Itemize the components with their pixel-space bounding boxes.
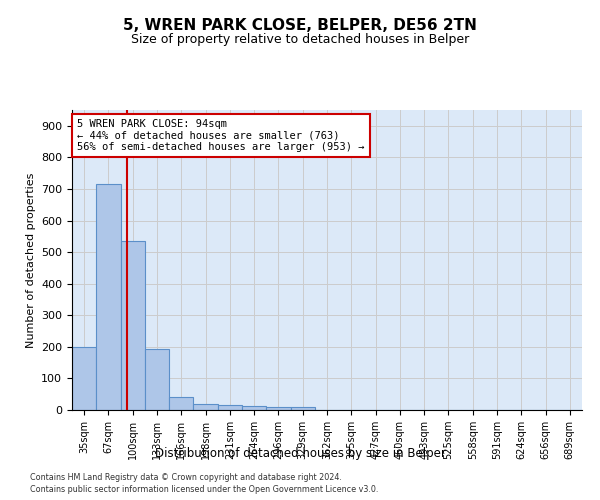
Bar [218, 406, 242, 410]
Bar [290, 408, 315, 410]
Bar [169, 396, 193, 410]
Bar [121, 241, 145, 410]
Bar [96, 184, 121, 410]
Bar [145, 349, 169, 410]
Text: Distribution of detached houses by size in Belper: Distribution of detached houses by size … [155, 448, 445, 460]
Bar [266, 407, 290, 410]
Text: Size of property relative to detached houses in Belper: Size of property relative to detached ho… [131, 32, 469, 46]
Bar [72, 347, 96, 410]
Y-axis label: Number of detached properties: Number of detached properties [26, 172, 35, 348]
Bar [242, 406, 266, 410]
Text: 5 WREN PARK CLOSE: 94sqm
← 44% of detached houses are smaller (763)
56% of semi-: 5 WREN PARK CLOSE: 94sqm ← 44% of detach… [77, 119, 365, 152]
Text: Contains public sector information licensed under the Open Government Licence v3: Contains public sector information licen… [30, 485, 379, 494]
Text: Contains HM Land Registry data © Crown copyright and database right 2024.: Contains HM Land Registry data © Crown c… [30, 472, 342, 482]
Text: 5, WREN PARK CLOSE, BELPER, DE56 2TN: 5, WREN PARK CLOSE, BELPER, DE56 2TN [123, 18, 477, 32]
Bar [193, 404, 218, 410]
